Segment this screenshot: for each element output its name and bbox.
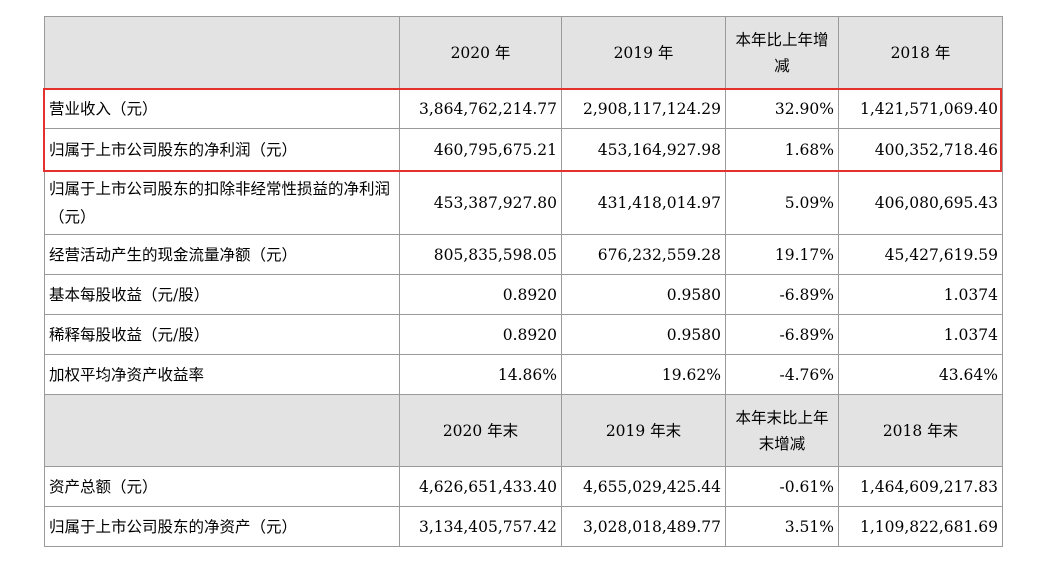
value-2019: 4,655,029,425.44: [561, 466, 726, 507]
value-change: 1.68%: [725, 128, 839, 171]
row-label: 基本每股收益（元/股）: [44, 274, 400, 315]
value-2018: 1,421,571,069.40: [838, 88, 1003, 129]
row-label: 加权平均净资产收益率: [44, 354, 400, 395]
row-label: 归属于上市公司股东的净利润（元）: [44, 128, 400, 171]
value-change: -4.76%: [725, 354, 839, 395]
value-2018: 1.0374: [838, 314, 1003, 355]
value-2018: 1,464,609,217.83: [838, 466, 1003, 507]
header-blank-cell: [44, 394, 400, 467]
row-label: 稀释每股收益（元/股）: [44, 314, 400, 355]
financial-summary-table: 2020 年 2019 年 本年比上年增减 2018 年 营业收入（元） 3,8…: [44, 16, 1003, 547]
table-header-row: 2020 年 2019 年 本年比上年增减 2018 年: [44, 16, 1003, 89]
value-2020: 805,835,598.05: [399, 234, 562, 275]
row-label: 资产总额（元）: [44, 466, 400, 507]
row-label: 营业收入（元）: [44, 88, 400, 129]
value-2019: 0.9580: [561, 314, 726, 355]
value-2020: 453,387,927.80: [399, 170, 562, 235]
value-2020: 460,795,675.21: [399, 128, 562, 171]
header-2020-end: 2020 年末: [399, 394, 562, 467]
value-change: 19.17%: [725, 234, 839, 275]
table-header-row: 2020 年末 2019 年末 本年末比上年末增减 2018 年末: [44, 394, 1003, 467]
header-2019: 2019 年: [561, 16, 726, 89]
table-row: 加权平均净资产收益率 14.86% 19.62% -4.76% 43.64%: [44, 354, 1003, 395]
value-2019: 431,418,014.97: [561, 170, 726, 235]
header-blank-cell: [44, 16, 400, 89]
value-2020: 0.8920: [399, 274, 562, 315]
table-row: 稀释每股收益（元/股） 0.8920 0.9580 -6.89% 1.0374: [44, 314, 1003, 355]
value-2019: 2,908,117,124.29: [561, 88, 726, 129]
value-change: -6.89%: [725, 274, 839, 315]
table-row: 归属于上市公司股东的净利润（元） 460,795,675.21 453,164,…: [44, 128, 1003, 171]
value-2018: 45,427,619.59: [838, 234, 1003, 275]
table-row: 基本每股收益（元/股） 0.8920 0.9580 -6.89% 1.0374: [44, 274, 1003, 315]
row-label: 归属于上市公司股东的扣除非经常性损益的净利润（元）: [44, 170, 400, 235]
value-change: -6.89%: [725, 314, 839, 355]
value-change: 3.51%: [725, 506, 839, 547]
value-2019: 676,232,559.28: [561, 234, 726, 275]
value-2020: 3,134,405,757.42: [399, 506, 562, 547]
table-row: 归属于上市公司股东的扣除非经常性损益的净利润（元） 453,387,927.80…: [44, 170, 1003, 235]
header-2019-end: 2019 年末: [561, 394, 726, 467]
value-2020: 14.86%: [399, 354, 562, 395]
value-2020: 4,626,651,433.40: [399, 466, 562, 507]
value-change: 5.09%: [725, 170, 839, 235]
value-change: -0.61%: [725, 466, 839, 507]
table-row: 归属于上市公司股东的净资产（元） 3,134,405,757.42 3,028,…: [44, 506, 1003, 547]
value-2019: 19.62%: [561, 354, 726, 395]
value-2019: 3,028,018,489.77: [561, 506, 726, 547]
table-row: 营业收入（元） 3,864,762,214.77 2,908,117,124.2…: [44, 88, 1003, 129]
header-change-end: 本年末比上年末增减: [725, 394, 839, 467]
table-row: 资产总额（元） 4,626,651,433.40 4,655,029,425.4…: [44, 466, 1003, 507]
header-2018-end: 2018 年末: [838, 394, 1003, 467]
value-2020: 3,864,762,214.77: [399, 88, 562, 129]
value-2018: 43.64%: [838, 354, 1003, 395]
value-2020: 0.8920: [399, 314, 562, 355]
row-label: 归属于上市公司股东的净资产（元）: [44, 506, 400, 547]
value-2018: 1,109,822,681.69: [838, 506, 1003, 547]
header-2018: 2018 年: [838, 16, 1003, 89]
value-2019: 453,164,927.98: [561, 128, 726, 171]
row-label: 经营活动产生的现金流量净额（元）: [44, 234, 400, 275]
value-2018: 406,080,695.43: [838, 170, 1003, 235]
value-2019: 0.9580: [561, 274, 726, 315]
value-change: 32.90%: [725, 88, 839, 129]
value-2018: 400,352,718.46: [838, 128, 1003, 171]
header-change: 本年比上年增减: [725, 16, 839, 89]
table-row: 经营活动产生的现金流量净额（元） 805,835,598.05 676,232,…: [44, 234, 1003, 275]
value-2018: 1.0374: [838, 274, 1003, 315]
header-2020: 2020 年: [399, 16, 562, 89]
